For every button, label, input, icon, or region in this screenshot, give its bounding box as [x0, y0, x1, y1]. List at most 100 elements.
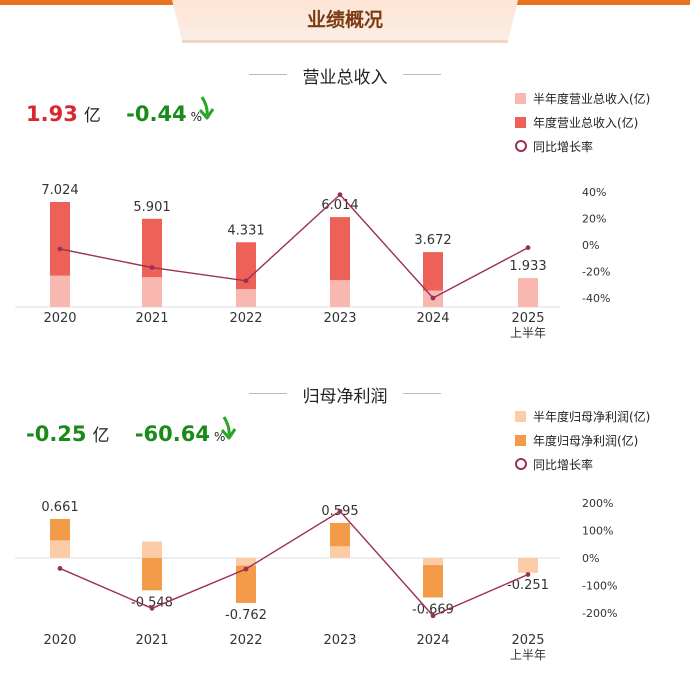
bar-annual [423, 558, 443, 598]
data-label: 0.595 [321, 504, 358, 519]
legend-swatch [515, 92, 526, 104]
revenue-headline: 1.93 亿 -0.44% [26, 96, 215, 126]
data-label: 6.014 [321, 198, 358, 213]
page-title: 业绩概况 [172, 0, 518, 42]
bar-half [330, 546, 350, 558]
x-tick-label: 2020 [43, 633, 76, 648]
x-tick-label: 2024 [416, 633, 449, 648]
growth-point [430, 295, 436, 301]
profit-section-title: 归母净利润 [245, 382, 445, 407]
bar-half [236, 289, 256, 307]
bar-annual [330, 522, 350, 558]
down-arrow-icon [198, 96, 215, 120]
growth-point [149, 605, 155, 611]
bar-annual [236, 242, 256, 307]
growth-point [57, 246, 63, 252]
x-tick-label: 2022 [229, 311, 262, 326]
y2-tick-label: -40% [582, 292, 610, 305]
legend-label: 半年度营业总收入(亿) [533, 91, 651, 106]
y2-tick-label: -200% [582, 607, 617, 620]
revenue-legend: 半年度营业总收入(亿) 年度营业总收入(亿) 同比增长率 [515, 86, 650, 158]
growth-point [525, 572, 531, 577]
data-label: 4.331 [227, 223, 264, 238]
bar-half [236, 558, 256, 566]
y2-tick-label: -20% [582, 266, 610, 279]
bar-annual [142, 558, 162, 591]
bar-half [330, 280, 350, 307]
bar-half [50, 540, 70, 558]
legend-item: 同比增长率 [515, 452, 650, 476]
x-tick-label: 2025 [511, 633, 544, 648]
y2-tick-label: 20% [582, 213, 606, 226]
bar-annual [236, 558, 256, 603]
bar-annual [142, 218, 162, 307]
bar-annual [423, 252, 443, 307]
legend-item: 半年度营业总收入(亿) [515, 86, 650, 110]
x-tick-label: 2021 [135, 633, 168, 648]
data-label: 7.024 [41, 183, 78, 198]
bar-half [142, 541, 162, 558]
legend-item: 半年度归母净利润(亿) [515, 404, 650, 428]
x-tick-label: 2024 [416, 311, 449, 326]
revenue-section-title: 营业总收入 [245, 63, 445, 88]
data-label: 3.672 [414, 233, 451, 248]
data-label: -0.762 [225, 608, 267, 623]
data-label: 1.933 [509, 259, 546, 274]
growth-point [243, 566, 249, 572]
x-tick-label: 2022 [229, 633, 262, 648]
growth-point [243, 278, 249, 284]
legend-swatch [515, 410, 526, 422]
bar-annual [50, 202, 70, 307]
profit-legend: 半年度归母净利润(亿) 年度归母净利润(亿) 同比增长率 [515, 404, 650, 476]
growth-point [149, 265, 155, 270]
growth-point [337, 508, 343, 514]
x-tick-label: 2023 [323, 311, 356, 326]
data-label: -0.251 [507, 578, 549, 593]
bar-half [518, 278, 538, 307]
profit-title-text: 归母净利润 [302, 387, 388, 407]
x-tick-sublabel: 上半年 [510, 648, 546, 662]
profit-change: -60.64 [134, 422, 210, 446]
bar-half [50, 275, 70, 307]
x-tick-label: 2021 [135, 311, 168, 326]
growth-point [430, 613, 436, 619]
x-tick-label: 2025 [511, 311, 544, 326]
revenue-change-unit: % [190, 110, 203, 124]
profit-headline: -0.25 亿 -60.64% [26, 416, 237, 446]
y2-tick-label: -100% [582, 580, 617, 593]
profit-change-unit: % [213, 430, 226, 444]
down-arrow-icon [220, 416, 237, 440]
legend-ring-icon [515, 140, 527, 152]
legend-label: 年度营业总收入(亿) [533, 115, 639, 130]
legend-label: 半年度归母净利润(亿) [533, 409, 651, 424]
bar-annual [330, 217, 350, 307]
revenue-unit: 亿 [83, 106, 101, 126]
bar-annual [50, 519, 70, 558]
growth-line [59, 193, 529, 299]
title-tab-shadow [182, 40, 508, 43]
data-label: -0.548 [131, 595, 173, 610]
growth-line [59, 510, 529, 617]
y2-tick-label: 40% [582, 186, 606, 199]
bar-half [423, 290, 443, 307]
data-label: 5.901 [133, 200, 170, 215]
bar-half [142, 277, 162, 307]
legend-swatch [515, 116, 526, 128]
revenue-change: -0.44 [126, 102, 187, 126]
x-tick-label: 2020 [43, 311, 76, 326]
x-tick-label: 2023 [323, 633, 356, 648]
revenue-value: 1.93 [26, 102, 78, 126]
y2-tick-label: 100% [582, 525, 613, 538]
data-label: 0.661 [41, 500, 78, 515]
legend-label: 同比增长率 [533, 457, 594, 472]
growth-point [525, 245, 531, 251]
growth-point [337, 192, 343, 198]
y2-tick-label: 200% [582, 497, 613, 510]
legend-item: 年度营业总收入(亿) [515, 110, 650, 134]
data-label: -0.669 [412, 602, 454, 617]
y2-tick-label: 0% [582, 552, 599, 565]
growth-point [57, 566, 63, 571]
profit-value: -0.25 [26, 422, 87, 446]
legend-item: 年度归母净利润(亿) [515, 428, 650, 452]
revenue-title-text: 营业总收入 [302, 68, 388, 88]
